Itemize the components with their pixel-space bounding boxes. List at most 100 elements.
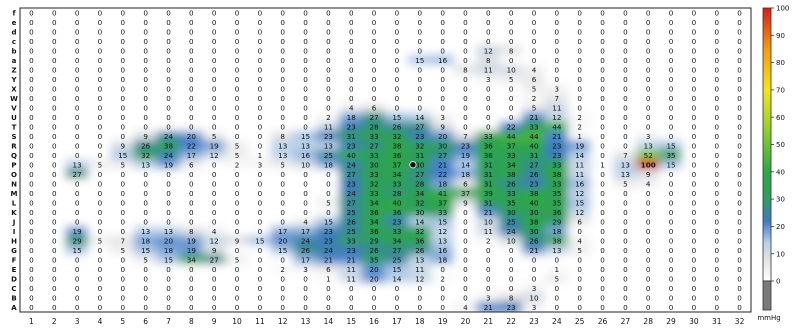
cell-value: 34 <box>187 255 197 264</box>
cell-value: 0 <box>29 75 34 84</box>
cell-value: 26 <box>392 122 402 131</box>
heat-cell <box>156 159 181 170</box>
heat-cell <box>339 36 364 47</box>
heat-cell <box>522 64 546 75</box>
heat-cell <box>704 17 729 28</box>
heat-cell <box>202 197 227 208</box>
cell-value: 0 <box>714 37 719 46</box>
cell-value: 0 <box>280 122 285 131</box>
cell-value: 0 <box>600 236 605 245</box>
cell-value: 0 <box>166 18 171 27</box>
cell-value: 36 <box>484 151 494 160</box>
heat-cell <box>704 159 729 170</box>
heat-cell <box>704 112 729 123</box>
cell-value: 0 <box>258 141 263 150</box>
heat-cell <box>362 292 386 303</box>
cell-value: 0 <box>189 103 194 112</box>
cell-value: 0 <box>600 208 605 217</box>
cell-value: 19 <box>164 160 174 169</box>
cell-value: 31 <box>347 132 356 141</box>
heat-cell <box>385 55 409 66</box>
cell-value: 0 <box>52 122 57 131</box>
heat-cell <box>156 17 181 28</box>
cell-value: 18 <box>141 236 151 245</box>
heat-cell <box>704 283 729 294</box>
cell-value: 0 <box>280 189 285 198</box>
heat-cell <box>704 254 729 265</box>
cell-value: 0 <box>372 284 377 293</box>
heat-cell <box>613 102 638 113</box>
cell-value: 0 <box>737 160 742 169</box>
heat-cell <box>613 169 638 180</box>
heat-cell <box>42 188 67 199</box>
cell-value: 0 <box>235 46 240 55</box>
cell-value: 18 <box>552 227 562 236</box>
row-label: Y <box>10 76 17 84</box>
heat-cell <box>613 26 638 37</box>
cell-value: 0 <box>303 94 308 103</box>
cell-value: 0 <box>121 94 126 103</box>
heat-cell <box>65 197 90 208</box>
heat-cell <box>339 207 364 218</box>
cell-value: 0 <box>669 208 674 217</box>
cell-value: 0 <box>532 56 537 65</box>
cell-value: 0 <box>258 246 263 255</box>
cell-value: 0 <box>600 265 605 274</box>
cell-value: 0 <box>600 18 605 27</box>
cell-value: 12 <box>210 151 219 160</box>
column-label: 7 <box>166 317 171 326</box>
column-label: 24 <box>552 317 562 326</box>
heat-cell <box>247 26 272 37</box>
cell-value: 0 <box>98 227 103 236</box>
cell-value: 0 <box>737 151 742 160</box>
cell-value: 3 <box>532 284 537 293</box>
heat-cell <box>613 83 638 94</box>
cell-value: 0 <box>600 65 605 74</box>
heat-cell <box>727 197 751 208</box>
cell-value: 0 <box>143 284 148 293</box>
cell-value: 0 <box>463 274 468 283</box>
heat-cell <box>613 302 638 312</box>
cell-value: 0 <box>372 46 377 55</box>
heat-cell <box>179 188 204 199</box>
cell-value: 3 <box>440 113 445 122</box>
heat-cell <box>727 283 751 294</box>
cell-value: 10 <box>507 65 517 74</box>
cell-value: 19 <box>187 236 197 245</box>
cell-value: 0 <box>395 284 400 293</box>
cell-value: 33 <box>370 189 379 198</box>
cell-value: 0 <box>189 303 194 312</box>
heat-cell <box>522 264 546 275</box>
heat-cell <box>430 102 455 113</box>
cell-value: 20 <box>370 274 380 283</box>
heat-cell <box>179 26 204 37</box>
cell-value: 0 <box>98 18 103 27</box>
cell-value: 33 <box>484 132 493 141</box>
heat-cell <box>544 150 569 161</box>
cell-value: 0 <box>280 18 285 27</box>
cell-value: 0 <box>280 198 285 207</box>
cell-value: 0 <box>189 265 194 274</box>
heat-cell <box>453 264 478 275</box>
heat-cell <box>270 64 295 75</box>
heat-cell <box>20 83 44 94</box>
cell-value: 0 <box>166 94 171 103</box>
cell-value: 36 <box>552 208 562 217</box>
heat-cell <box>659 226 683 237</box>
heat-cell <box>110 283 135 294</box>
cell-value: 0 <box>623 236 628 245</box>
heat-cell <box>247 197 272 208</box>
heat-cell <box>544 17 569 28</box>
cell-value: 0 <box>555 303 560 312</box>
cell-value: 0 <box>98 27 103 36</box>
heat-cell <box>453 93 478 104</box>
cell-value: 5 <box>212 132 217 141</box>
heat-cell <box>156 178 181 189</box>
cell-value: 0 <box>440 284 445 293</box>
heat-cell <box>544 55 569 66</box>
cell-value: 0 <box>692 56 697 65</box>
cell-value: 22 <box>507 122 516 131</box>
cell-value: 0 <box>737 208 742 217</box>
cell-value: 0 <box>440 103 445 112</box>
